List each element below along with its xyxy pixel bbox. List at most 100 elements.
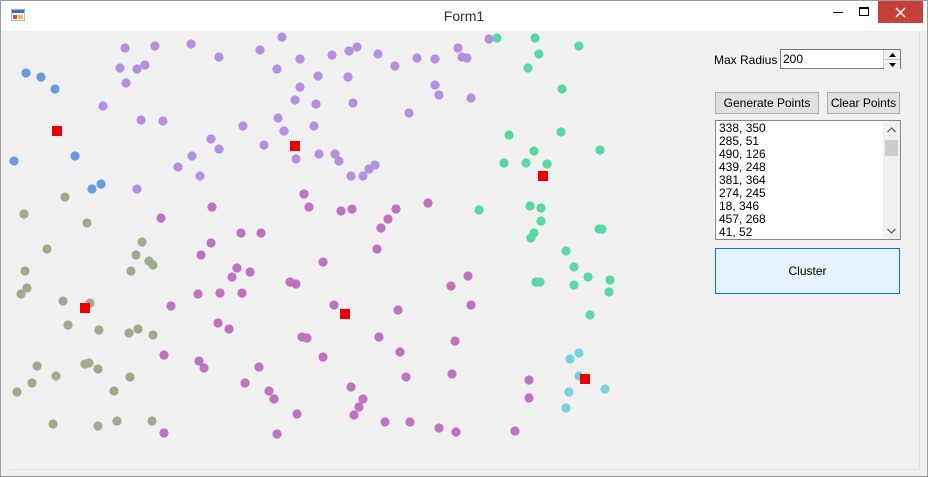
data-point [121,78,131,88]
data-point [304,202,314,212]
data-point [295,82,305,92]
data-point [346,171,356,181]
data-point [536,203,546,213]
list-item[interactable]: 490, 126 [719,147,766,161]
data-point [434,423,444,433]
data-point [32,361,42,371]
data-point [279,126,289,136]
minimize-button[interactable] [825,1,851,23]
data-point [390,61,400,71]
list-item[interactable]: 18, 346 [719,199,760,213]
data-point [42,244,52,254]
data-point [529,146,539,156]
data-point [187,151,197,161]
data-point [383,214,393,224]
data-point [292,409,302,419]
data-point [194,356,204,366]
generate-points-button[interactable]: Generate Points [715,92,819,114]
data-point [466,300,476,310]
data-point [372,244,382,254]
max-radius-input[interactable] [783,51,881,67]
cluster-centroid [538,171,548,181]
data-point [236,228,246,238]
title-bar[interactable]: Form1 [1,1,927,31]
cluster-centroid [52,126,62,136]
data-point [561,403,571,413]
list-item[interactable]: 41, 52 [719,225,753,239]
data-point [309,121,319,131]
cluster-button[interactable]: Cluster [715,248,900,294]
data-point [94,325,104,335]
data-point [214,144,224,154]
data-point [334,156,344,166]
data-point [124,328,134,338]
data-point [232,263,242,273]
data-point [22,283,32,293]
data-point [524,375,534,385]
data-point [565,354,575,364]
data-point [574,41,584,51]
data-point [245,267,255,277]
data-point [536,216,546,226]
data-point [302,333,312,343]
data-point [159,428,169,438]
data-point [256,228,266,238]
spin-up-button[interactable] [884,50,900,60]
data-point [112,416,122,426]
data-point [521,158,531,168]
cluster-centroid [290,141,300,151]
data-point [87,184,97,194]
data-point [58,296,68,306]
data-point [430,80,440,90]
data-point [395,347,405,357]
points-listbox[interactable]: 338, 350 285, 51 490, 126 439, 248 381, 364 2… [715,120,901,240]
data-point [451,427,461,437]
close-button[interactable] [878,1,923,23]
data-point [269,394,279,404]
data-point [524,393,534,403]
scroll-up-button[interactable] [883,121,900,138]
data-point [213,318,223,328]
list-item[interactable]: 338, 350 [719,121,766,135]
data-point [120,43,130,53]
data-point [238,121,248,131]
data-point [60,192,70,202]
list-item[interactable]: 457, 268 [719,212,766,226]
data-point [173,162,183,172]
data-point [237,288,247,298]
data-point [295,54,305,64]
data-point [364,164,374,174]
listbox-scrollbar[interactable] [883,121,900,239]
max-radius-numeric[interactable] [780,49,901,69]
data-point [82,218,92,228]
data-point [346,382,356,392]
cluster-centroid [340,309,350,319]
spin-down-button[interactable] [884,60,900,69]
data-point [457,52,467,62]
data-point [126,266,136,276]
data-point [136,115,146,125]
data-point [330,149,340,159]
list-item[interactable]: 274, 245 [719,186,766,200]
data-point [299,189,309,199]
data-point [166,301,176,311]
clear-points-button[interactable]: Clear Points [827,92,900,114]
scroll-thumb[interactable] [885,140,898,156]
list-item[interactable]: 285, 51 [719,134,760,148]
list-item[interactable]: 439, 248 [719,160,766,174]
data-point [347,204,357,214]
data-point [84,358,94,368]
data-point [561,246,571,256]
data-point [27,378,37,388]
scroll-down-button[interactable] [883,222,900,239]
chevron-down-icon [887,228,896,234]
data-point [48,419,58,429]
data-point [374,332,384,342]
list-item[interactable]: 381, 364 [719,173,766,187]
data-point [450,336,460,346]
maximize-button[interactable] [851,1,877,23]
data-point [132,184,142,194]
spin-buttons[interactable] [883,50,900,69]
data-point [224,324,234,334]
data-point [583,272,593,282]
